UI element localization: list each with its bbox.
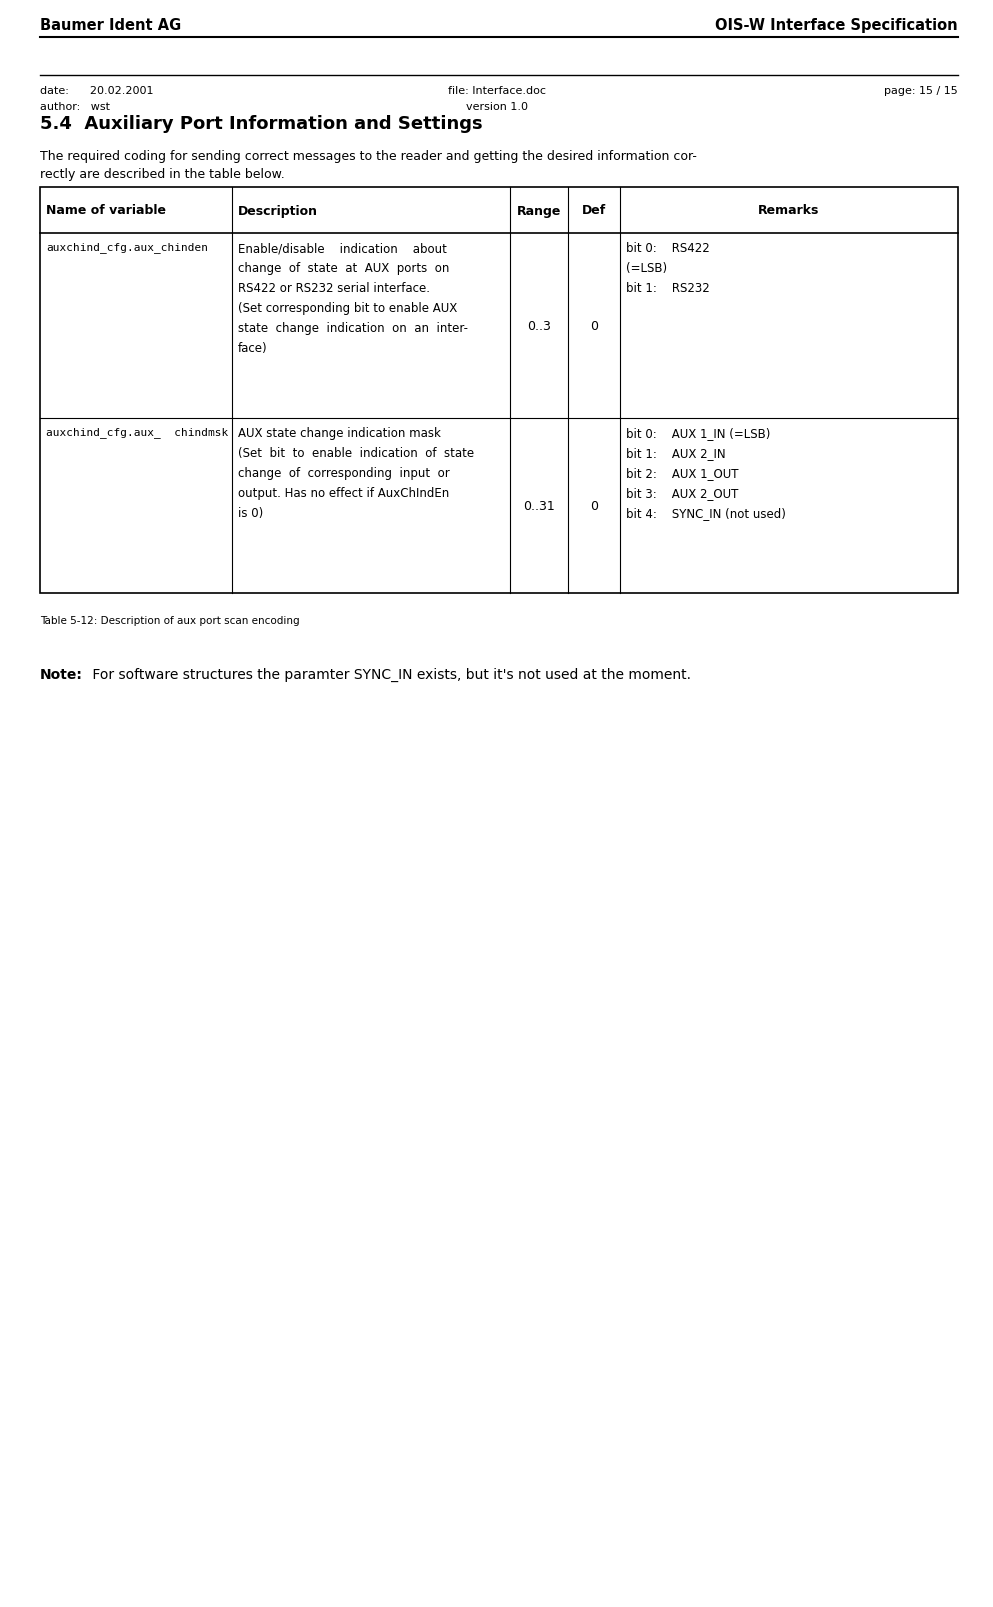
Text: is 0): is 0) <box>238 506 263 519</box>
Text: auxchind_cfg.aux_chinden: auxchind_cfg.aux_chinden <box>46 241 208 252</box>
Text: bit 4:    SYNC_IN (not used): bit 4: SYNC_IN (not used) <box>626 506 785 519</box>
Text: (Set corresponding bit to enable AUX: (Set corresponding bit to enable AUX <box>238 302 457 315</box>
Text: change  of  corresponding  input  or: change of corresponding input or <box>238 466 450 480</box>
Text: author:   wst: author: wst <box>40 101 110 112</box>
Text: OIS-W Interface Specification: OIS-W Interface Specification <box>715 18 958 34</box>
Text: Note:: Note: <box>40 667 82 681</box>
Text: Description: Description <box>238 204 318 217</box>
Text: face): face) <box>238 342 268 355</box>
Text: Def: Def <box>582 204 606 217</box>
Text: Enable/disable    indication    about: Enable/disable indication about <box>238 241 447 256</box>
Text: Name of variable: Name of variable <box>46 204 166 217</box>
Text: bit 3:    AUX 2_OUT: bit 3: AUX 2_OUT <box>626 487 739 500</box>
Text: output. Has no effect if AuxChIndEn: output. Has no effect if AuxChIndEn <box>238 487 449 500</box>
Text: 0..3: 0..3 <box>527 320 551 333</box>
Text: rectly are described in the table below.: rectly are described in the table below. <box>40 167 285 182</box>
Text: The required coding for sending correct messages to the reader and getting the d: The required coding for sending correct … <box>40 149 697 162</box>
Text: auxchind_cfg.aux_  chindmsk: auxchind_cfg.aux_ chindmsk <box>46 427 228 437</box>
Text: 0..31: 0..31 <box>523 500 555 513</box>
Text: bit 0:    RS422: bit 0: RS422 <box>626 241 710 256</box>
Text: (Set  bit  to  enable  indication  of  state: (Set bit to enable indication of state <box>238 447 474 460</box>
Text: 0: 0 <box>590 500 598 513</box>
Text: Range: Range <box>516 204 561 217</box>
Text: state  change  indication  on  an  inter-: state change indication on an inter- <box>238 321 468 334</box>
Text: 0: 0 <box>590 320 598 333</box>
Text: bit 2:    AUX 1_OUT: bit 2: AUX 1_OUT <box>626 466 739 480</box>
Text: bit 0:    AUX 1_IN (=LSB): bit 0: AUX 1_IN (=LSB) <box>626 427 771 440</box>
Text: date:      20.02.2001: date: 20.02.2001 <box>40 85 154 96</box>
Text: file: Interface.doc: file: Interface.doc <box>448 85 545 96</box>
Text: bit 1:    RS232: bit 1: RS232 <box>626 281 710 294</box>
Text: (=LSB): (=LSB) <box>626 262 667 275</box>
Text: RS422 or RS232 serial interface.: RS422 or RS232 serial interface. <box>238 281 430 294</box>
Text: AUX state change indication mask: AUX state change indication mask <box>238 427 441 440</box>
Text: version 1.0: version 1.0 <box>466 101 527 112</box>
Text: Baumer Ident AG: Baumer Ident AG <box>40 18 182 34</box>
Bar <box>40 188 958 593</box>
Text: Remarks: Remarks <box>759 204 819 217</box>
Text: page: 15 / 15: page: 15 / 15 <box>884 85 958 96</box>
Text: For software structures the paramter SYNC_IN exists, but it's not used at the mo: For software structures the paramter SYN… <box>88 667 691 681</box>
Text: 5.4  Auxiliary Port Information and Settings: 5.4 Auxiliary Port Information and Setti… <box>40 116 483 133</box>
Text: Table 5-12: Description of aux port scan encoding: Table 5-12: Description of aux port scan… <box>40 615 300 625</box>
Text: bit 1:    AUX 2_IN: bit 1: AUX 2_IN <box>626 447 726 460</box>
Text: change  of  state  at  AUX  ports  on: change of state at AUX ports on <box>238 262 450 275</box>
